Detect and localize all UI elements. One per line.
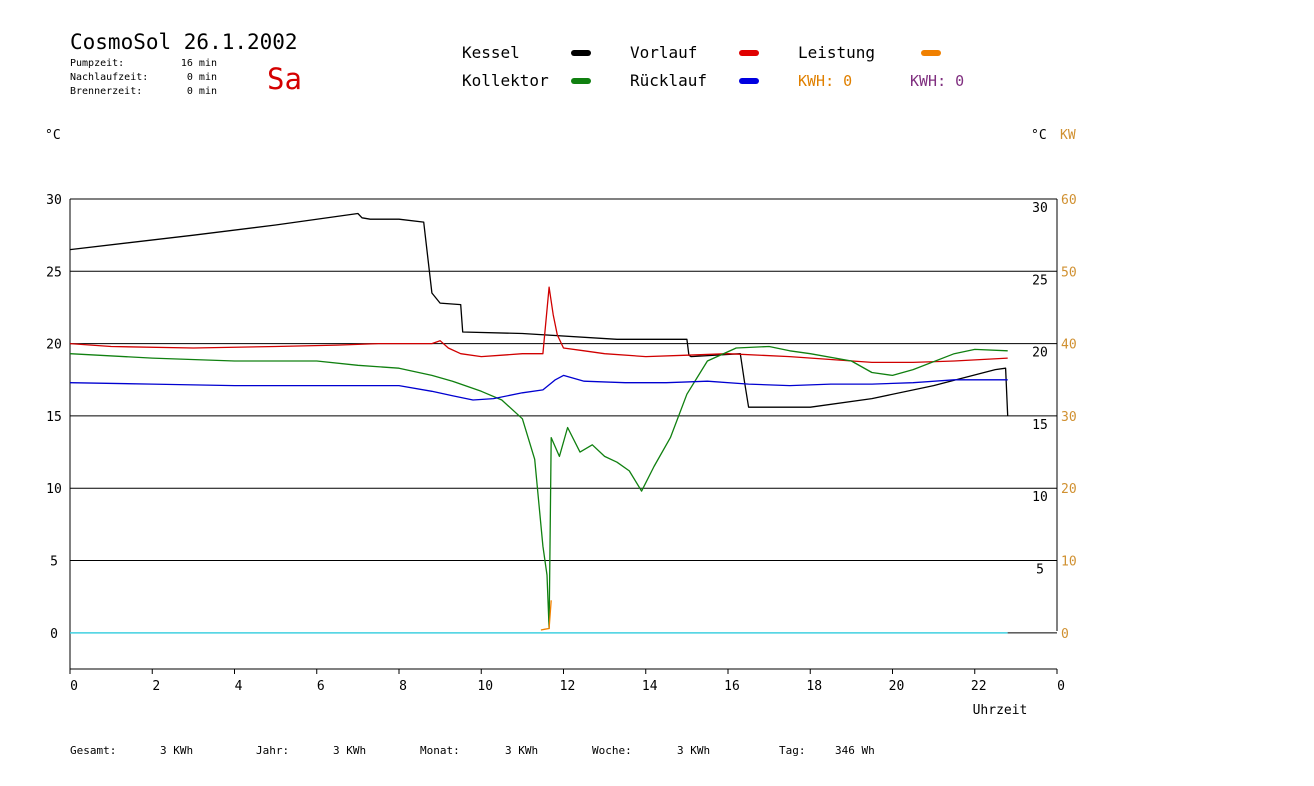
x-tick-label: 20 [889, 679, 905, 694]
x-tick-label: 14 [642, 679, 658, 694]
y2-tick-label: 50 [1061, 265, 1077, 280]
y-tick-label-right: 20 [1032, 346, 1048, 361]
stat-value: 16 min [180, 58, 217, 69]
y2-tick-label: 10 [1061, 555, 1077, 570]
y-tick-label-right: 15 [1032, 418, 1048, 433]
y-tick-label-left: 10 [46, 482, 62, 497]
x-tick-label: 10 [477, 679, 493, 694]
legend-ruecklauf-swatch [739, 78, 759, 84]
x-tick-label: 12 [560, 679, 576, 694]
x-tick-label: 4 [235, 679, 243, 694]
right-axis-unit: °C [1031, 128, 1047, 143]
stat-label: Pumpzeit: [70, 58, 125, 69]
legend-kessel-swatch [571, 50, 591, 56]
legend-leistung-label: Leistung [798, 43, 876, 62]
series-line-rcklauf [69, 374, 1008, 401]
stat-label: Nachlaufzeit: [70, 72, 149, 83]
y-tick-label-left: 20 [46, 338, 62, 353]
footer-label: Jahr: [256, 744, 290, 757]
y2-tick-label: 60 [1061, 193, 1077, 208]
y-tick-label-right: 25 [1032, 273, 1048, 288]
series-line-kessel [69, 212, 1009, 416]
legend-leistung-swatch [921, 50, 941, 56]
y2-tick-label: 40 [1061, 338, 1077, 353]
x-tick-label: 2 [152, 679, 160, 694]
x-tick-label: 0 [1057, 679, 1065, 694]
y2-tick-label: 0 [1061, 627, 1069, 642]
x-axis-label: Uhrzeit [973, 703, 1028, 718]
weekday-label: Sa [267, 62, 302, 96]
stat-value: 0 min [186, 72, 217, 83]
x-tick-label: 22 [971, 679, 987, 694]
page-title: CosmoSol 26.1.2002 [70, 30, 298, 54]
x-tick-label: 8 [399, 679, 407, 694]
series-line-leistung [540, 600, 552, 631]
legend-ruecklauf-label: Rücklauf [630, 71, 708, 90]
x-tick-label: 0 [70, 679, 78, 694]
footer-value: 3 KWh [505, 744, 539, 757]
stat-value: 0 min [186, 86, 217, 97]
series-line-kollektor [69, 345, 1008, 630]
footer-value: 346 Wh [835, 744, 875, 757]
footer-label: Monat: [420, 744, 460, 757]
legend-kollektor-label: Kollektor [462, 71, 549, 90]
y-tick-label-right: 30 [1032, 201, 1048, 216]
legend-vorlauf-label: Vorlauf [630, 43, 698, 62]
y-tick-label-left: 0 [50, 627, 58, 642]
footer-label: Tag: [779, 744, 806, 757]
y2-tick-label: 30 [1061, 410, 1077, 425]
legend-kollektor-swatch [571, 78, 591, 84]
y-tick-label-left: 25 [46, 265, 62, 280]
series-line-vorlauf [69, 286, 1008, 364]
right-axis-unit-kw: KW [1060, 128, 1076, 143]
y-tick-label-right: 10 [1032, 490, 1048, 505]
footer-value: 3 KWh [160, 744, 194, 757]
y-tick-label-left: 5 [50, 555, 58, 570]
legend-vorlauf-swatch [739, 50, 759, 56]
x-tick-label: 6 [317, 679, 325, 694]
y-tick-label-right: 5 [1036, 563, 1044, 578]
footer-value: 3 KWh [677, 744, 711, 757]
legend-kessel-label: Kessel [462, 43, 520, 62]
x-tick-label: 18 [806, 679, 822, 694]
kwh-orange-value: KWH: 0 [798, 72, 853, 90]
y-tick-label-left: 15 [46, 410, 62, 425]
footer-label: Gesamt: [70, 744, 117, 757]
footer-label: Woche: [592, 744, 632, 757]
x-tick-label: 16 [724, 679, 740, 694]
kwh-purple-value: KWH: 0 [910, 72, 965, 90]
y2-tick-label: 20 [1061, 482, 1077, 497]
stat-label: Brennerzeit: [70, 86, 143, 97]
y-tick-label-left: 30 [46, 193, 62, 208]
footer-value: 3 KWh [333, 744, 367, 757]
left-axis-unit: °C [45, 128, 61, 143]
